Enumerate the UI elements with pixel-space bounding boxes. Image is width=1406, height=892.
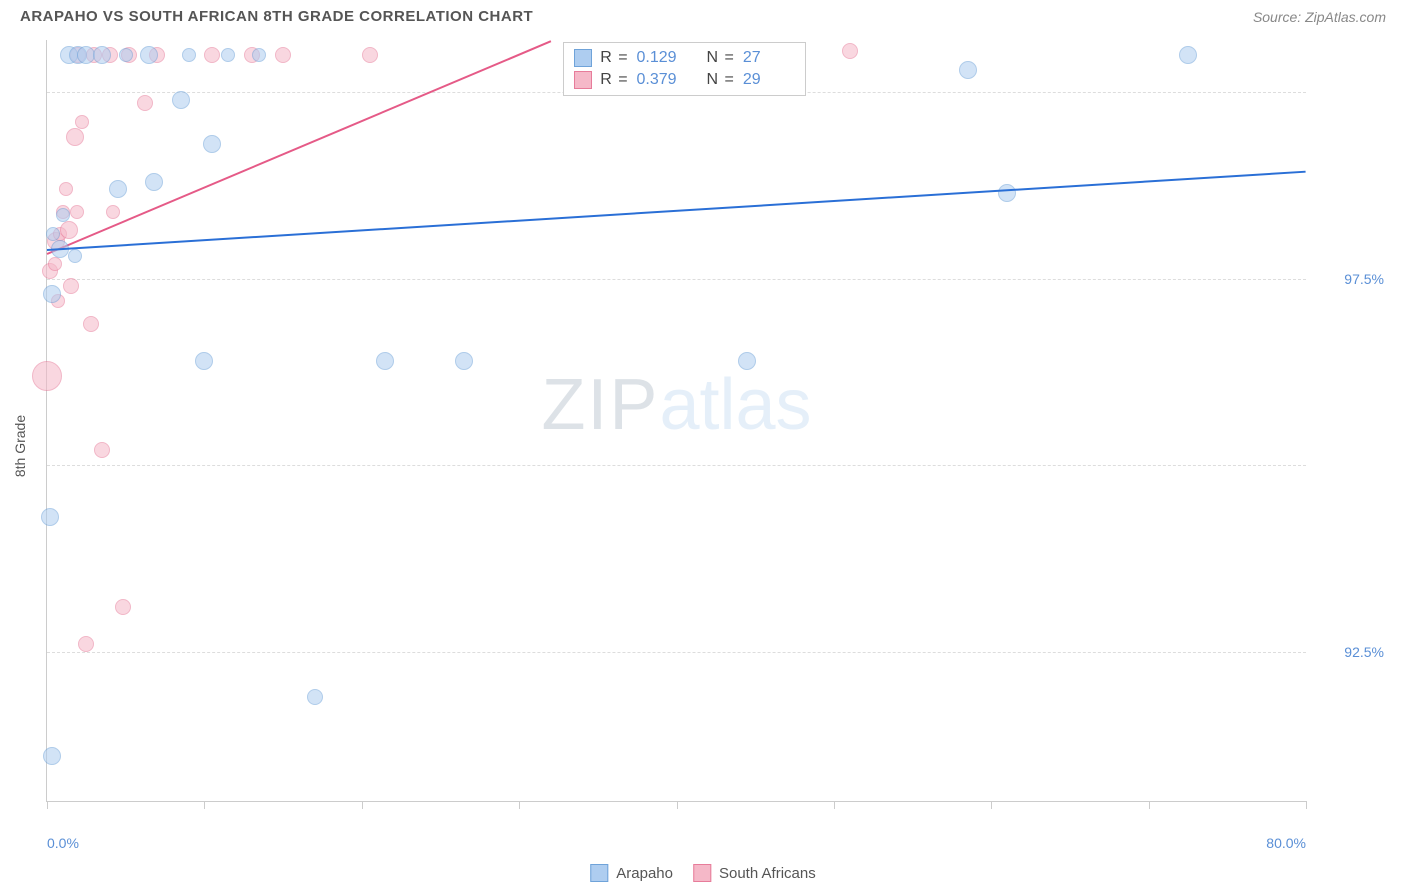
- x-tick: [991, 801, 992, 809]
- data-point-south-africans: [275, 47, 291, 63]
- legend-item-south-africans: South Africans: [693, 864, 816, 882]
- data-point-arapaho: [56, 208, 70, 222]
- data-point-arapaho: [172, 91, 190, 109]
- data-point-south-africans: [48, 257, 62, 271]
- y-tick-label: 97.5%: [1314, 271, 1384, 287]
- gridline: [47, 465, 1306, 466]
- stats-row-south-africans: R = 0.379 N = 29: [574, 69, 795, 91]
- stats-swatch: [574, 49, 592, 67]
- chart-header: ARAPAHO VS SOUTH AFRICAN 8TH GRADE CORRE…: [0, 0, 1406, 29]
- data-point-arapaho: [376, 352, 394, 370]
- data-point-south-africans: [83, 316, 99, 332]
- data-point-arapaho: [221, 48, 235, 62]
- data-point-arapaho: [93, 46, 111, 64]
- legend-label-arapaho: Arapaho: [616, 865, 673, 882]
- legend-swatch-arapaho: [590, 864, 608, 882]
- chart-source: Source: ZipAtlas.com: [1253, 9, 1386, 25]
- stats-box: R = 0.129 N = 27 R = 0.379 N = 29: [563, 42, 806, 96]
- data-point-arapaho: [119, 48, 133, 62]
- stats-n-label: N =: [707, 49, 735, 67]
- data-point-arapaho: [43, 747, 61, 765]
- chart-container: ZIPatlas 92.5%97.5%0.0%80.0%R =0.129N =2…: [46, 40, 1386, 832]
- stats-r-value: 0.129: [637, 49, 689, 67]
- data-point-arapaho: [959, 61, 977, 79]
- watermark-zip: ZIP: [541, 365, 659, 445]
- legend-swatch-south-africans: [693, 864, 711, 882]
- legend-label-south-africans: South Africans: [719, 865, 816, 882]
- data-point-south-africans: [78, 636, 94, 652]
- data-point-arapaho: [252, 48, 266, 62]
- x-tick: [834, 801, 835, 809]
- x-tick: [519, 801, 520, 809]
- data-point-arapaho: [307, 689, 323, 705]
- x-tick-label: 80.0%: [1266, 835, 1306, 851]
- x-tick: [1306, 801, 1307, 809]
- data-point-south-africans: [137, 95, 153, 111]
- data-point-arapaho: [455, 352, 473, 370]
- data-point-arapaho: [738, 352, 756, 370]
- stats-r-value: 0.379: [637, 71, 689, 89]
- trend-line-arapaho: [47, 171, 1306, 251]
- x-tick: [1149, 801, 1150, 809]
- watermark: ZIPatlas: [541, 364, 811, 446]
- data-point-south-africans: [60, 221, 78, 239]
- data-point-south-africans: [75, 115, 89, 129]
- y-axis-title: 8th Grade: [12, 415, 28, 477]
- data-point-arapaho: [203, 135, 221, 153]
- data-point-arapaho: [46, 227, 60, 241]
- data-point-arapaho: [998, 184, 1016, 202]
- data-point-arapaho: [43, 285, 61, 303]
- gridline: [47, 279, 1306, 280]
- watermark-atlas: atlas: [659, 365, 811, 445]
- x-tick: [677, 801, 678, 809]
- legend-item-arapaho: Arapaho: [590, 864, 673, 882]
- data-point-south-africans: [94, 442, 110, 458]
- data-point-south-africans: [204, 47, 220, 63]
- data-point-arapaho: [195, 352, 213, 370]
- gridline: [47, 652, 1306, 653]
- data-point-south-africans: [66, 128, 84, 146]
- stats-n-value: 27: [743, 49, 795, 67]
- data-point-arapaho: [145, 173, 163, 191]
- data-point-south-africans: [106, 205, 120, 219]
- data-point-south-africans: [842, 43, 858, 59]
- stats-r-label: R =: [600, 71, 628, 89]
- chart-title: ARAPAHO VS SOUTH AFRICAN 8TH GRADE CORRE…: [20, 8, 533, 25]
- stats-n-label: N =: [707, 71, 735, 89]
- x-tick: [47, 801, 48, 809]
- data-point-arapaho: [140, 46, 158, 64]
- legend: Arapaho South Africans: [590, 864, 815, 882]
- data-point-arapaho: [182, 48, 196, 62]
- stats-row-arapaho: R = 0.129 N = 27: [574, 47, 795, 69]
- stats-n-value: 29: [743, 71, 795, 89]
- stats-swatch: [574, 71, 592, 89]
- x-tick: [362, 801, 363, 809]
- x-tick: [204, 801, 205, 809]
- stats-r-label: R =: [600, 49, 628, 67]
- data-point-arapaho: [68, 249, 82, 263]
- data-point-arapaho: [41, 508, 59, 526]
- data-point-south-africans: [63, 278, 79, 294]
- y-tick-label: 92.5%: [1314, 644, 1384, 660]
- data-point-arapaho: [1179, 46, 1197, 64]
- data-point-south-africans: [362, 47, 378, 63]
- plot-area: ZIPatlas 92.5%97.5%0.0%80.0%R =0.129N =2…: [46, 40, 1306, 802]
- data-point-south-africans: [115, 599, 131, 615]
- data-point-arapaho: [109, 180, 127, 198]
- data-point-south-africans: [70, 205, 84, 219]
- x-tick-label: 0.0%: [47, 835, 79, 851]
- data-point-south-africans: [59, 182, 73, 196]
- data-point-south-africans: [32, 361, 62, 391]
